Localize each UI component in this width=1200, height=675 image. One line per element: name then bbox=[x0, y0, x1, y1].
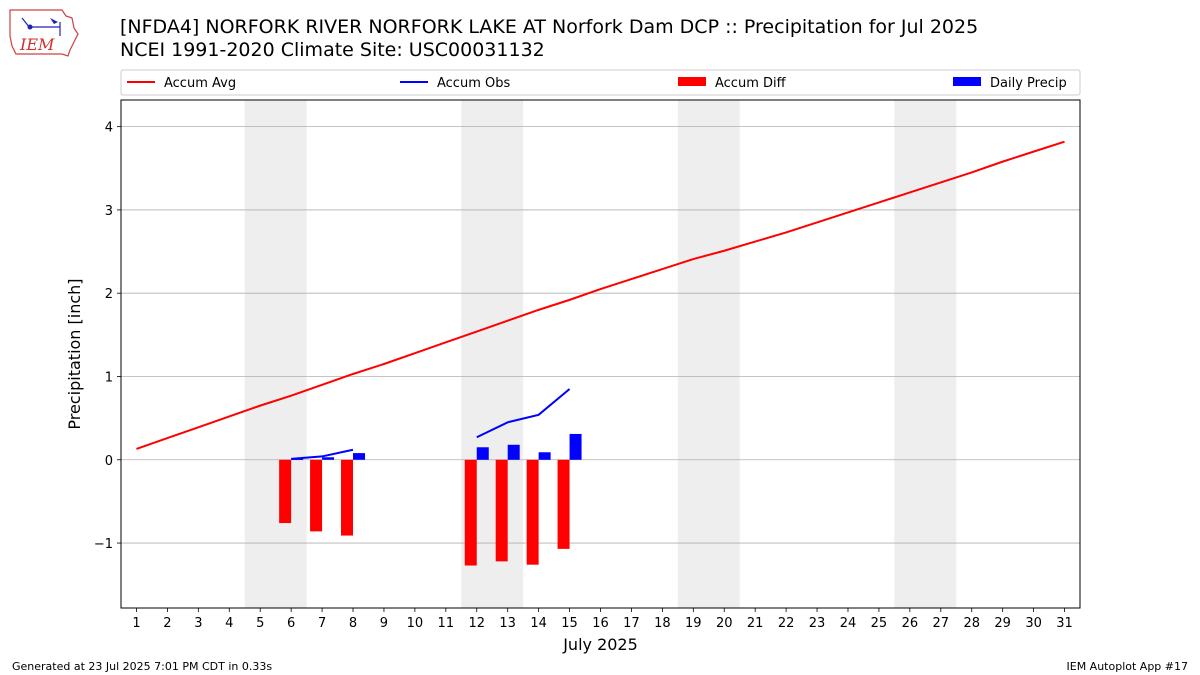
x-tick-label: 1 bbox=[132, 616, 140, 631]
daily-precip-bar bbox=[353, 453, 366, 460]
x-tick-label: 26 bbox=[902, 616, 919, 631]
x-tick-label: 30 bbox=[1025, 616, 1042, 631]
weekend-band bbox=[677, 100, 740, 608]
plot-frame bbox=[120, 99, 1081, 609]
x-tick-label: 2 bbox=[163, 616, 171, 631]
accum-diff-bar bbox=[279, 459, 292, 524]
x-tick-label: 11 bbox=[438, 616, 455, 631]
accum-avg-line bbox=[136, 140, 1065, 450]
legend-box bbox=[120, 69, 1081, 96]
x-tick-label: 8 bbox=[349, 616, 357, 631]
chart-title: [NFDA4] NORFORK RIVER NORFORK LAKE AT No… bbox=[120, 16, 979, 38]
y-tick-label: 1 bbox=[105, 370, 113, 385]
weekend-band bbox=[244, 100, 307, 608]
y-axis-label: Precipitation [inch] bbox=[65, 278, 84, 429]
y-tick-label: 3 bbox=[105, 204, 113, 219]
footer-generated: Generated at 23 Jul 2025 7:01 PM CDT in … bbox=[12, 660, 273, 673]
accum-obs-line bbox=[291, 448, 354, 460]
x-tick-label: 24 bbox=[840, 616, 857, 631]
accum-diff-bar bbox=[526, 459, 539, 565]
x-tick-label: 13 bbox=[499, 616, 516, 631]
y-tick-label: 0 bbox=[105, 454, 113, 469]
daily-precip-bar bbox=[569, 433, 582, 460]
x-tick-label: 20 bbox=[716, 616, 733, 631]
legend-swatch bbox=[678, 77, 706, 86]
x-tick-label: 25 bbox=[871, 616, 888, 631]
logo-text: IEM bbox=[19, 35, 55, 54]
x-tick-label: 6 bbox=[287, 616, 295, 631]
x-axis-label: July 2025 bbox=[562, 635, 638, 654]
daily-precip-bar bbox=[507, 444, 520, 460]
legend-label: Accum Avg bbox=[164, 76, 236, 91]
weekend-band bbox=[894, 100, 957, 608]
x-tick-label: 29 bbox=[994, 616, 1011, 631]
x-tick-label: 4 bbox=[225, 616, 233, 631]
x-tick-label: 12 bbox=[468, 616, 485, 631]
x-tick-label: 14 bbox=[530, 616, 547, 631]
iem-logo: IEM bbox=[8, 6, 80, 62]
x-tick-label: 5 bbox=[256, 616, 264, 631]
x-tick-label: 15 bbox=[561, 616, 578, 631]
x-tick-label: 23 bbox=[809, 616, 826, 631]
footer-app: IEM Autoplot App #17 bbox=[1066, 660, 1189, 673]
legend-label: Accum Obs bbox=[437, 76, 510, 91]
legend-label: Accum Diff bbox=[715, 76, 787, 91]
accum-diff-bar bbox=[341, 459, 354, 536]
x-tick-label: 7 bbox=[318, 616, 326, 631]
x-tick-label: 9 bbox=[380, 616, 388, 631]
daily-precip-bar bbox=[538, 452, 551, 460]
y-tick-label: 2 bbox=[105, 287, 113, 302]
accum-diff-bar bbox=[464, 459, 477, 566]
accum-diff-bar bbox=[310, 459, 323, 532]
daily-precip-bar bbox=[322, 457, 335, 460]
x-tick-label: 3 bbox=[194, 616, 202, 631]
x-tick-label: 18 bbox=[654, 616, 671, 631]
x-tick-label: 27 bbox=[933, 616, 950, 631]
legend-swatch bbox=[953, 77, 981, 86]
daily-precip-bar bbox=[476, 447, 489, 460]
x-tick-label: 21 bbox=[747, 616, 764, 631]
chart-subtitle: NCEI 1991-2020 Climate Site: USC00031132 bbox=[120, 39, 545, 61]
x-tick-label: 10 bbox=[407, 616, 424, 631]
y-tick-label: 4 bbox=[105, 121, 113, 136]
accum-obs-line bbox=[476, 388, 571, 439]
x-tick-label: 28 bbox=[963, 616, 980, 631]
accum-diff-bar bbox=[557, 459, 570, 549]
x-tick-label: 19 bbox=[685, 616, 702, 631]
x-tick-label: 16 bbox=[592, 616, 609, 631]
x-tick-label: 31 bbox=[1056, 616, 1073, 631]
x-tick-label: 17 bbox=[623, 616, 640, 631]
legend-label: Daily Precip bbox=[990, 76, 1067, 91]
x-tick-label: 22 bbox=[778, 616, 795, 631]
accum-diff-bar bbox=[495, 459, 508, 562]
y-tick-label: −1 bbox=[94, 537, 113, 552]
